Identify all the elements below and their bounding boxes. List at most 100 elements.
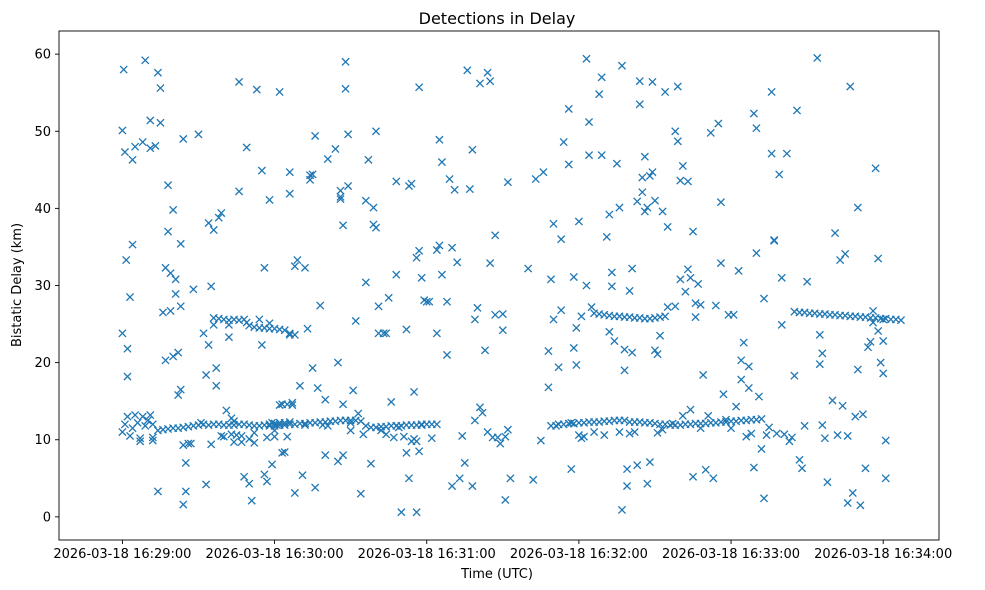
data-point: [153, 487, 162, 496]
data-point: [691, 313, 700, 322]
data-point: [207, 282, 216, 291]
data-point: [295, 381, 304, 390]
data-point: [229, 417, 239, 426]
data-point: [308, 170, 317, 179]
data-point: [311, 483, 320, 492]
data-point: [285, 168, 294, 177]
data-point: [470, 416, 479, 425]
data-point: [323, 154, 332, 164]
data-point: [529, 475, 538, 484]
data-point: [683, 265, 692, 274]
data-point: [120, 148, 129, 157]
data-point: [503, 425, 512, 434]
data-point: [699, 370, 708, 380]
data-point: [600, 431, 609, 440]
data-point: [437, 270, 446, 279]
data-point: [247, 496, 256, 505]
data-point: [625, 429, 634, 438]
data-point: [123, 372, 132, 381]
data-point: [770, 236, 779, 245]
data-point: [250, 428, 259, 437]
data-point: [361, 278, 370, 287]
data-point: [874, 254, 883, 263]
data-point: [265, 195, 274, 204]
data-point: [858, 410, 867, 419]
data-point: [212, 363, 221, 373]
data-point: [463, 66, 472, 75]
data-point: [199, 329, 208, 338]
data-point: [209, 225, 218, 235]
data-point: [143, 416, 152, 425]
data-point: [240, 472, 249, 481]
data-point: [321, 451, 330, 460]
y-axis: 0 10 20 30 40 50 60: [34, 48, 59, 525]
data-point: [377, 426, 386, 435]
data-point: [696, 300, 705, 309]
data-point: [316, 301, 325, 310]
data-point: [554, 363, 563, 372]
data-point: [290, 262, 299, 271]
data-point: [409, 387, 419, 396]
x-tick-label: 2026-03-18 16:34:00: [814, 547, 952, 562]
data-point: [270, 432, 279, 441]
data-point: [202, 480, 211, 489]
data-point: [719, 390, 728, 399]
data-point: [595, 90, 604, 99]
x-axis: 2026-03-18 16:29:00 2026-03-18 16:30:00 20…: [53, 540, 952, 562]
data-point: [415, 447, 424, 456]
data-point: [288, 398, 297, 407]
data-point: [382, 329, 391, 338]
data-point: [620, 345, 629, 354]
data-point: [313, 384, 322, 393]
data-point: [881, 436, 890, 445]
data-point: [567, 418, 576, 427]
data-point: [234, 77, 244, 86]
data-point: [224, 333, 233, 342]
data-point: [141, 56, 150, 65]
data-point: [212, 381, 221, 390]
data-point: [572, 323, 581, 332]
data-point: [498, 326, 507, 335]
data-point: [250, 438, 259, 447]
data-point: [483, 68, 492, 77]
data-point: [744, 384, 753, 393]
data-point: [869, 318, 878, 327]
data-point: [480, 346, 490, 355]
data-point: [156, 84, 165, 93]
data-point: [841, 249, 850, 258]
data-point: [866, 337, 875, 346]
data-point: [146, 144, 155, 153]
data-point: [759, 494, 769, 503]
y-tick-label: 40: [34, 202, 51, 217]
data-point: [721, 415, 731, 424]
data-point: [549, 315, 558, 324]
data-point: [607, 268, 616, 277]
data-point: [146, 411, 155, 420]
data-point: [607, 282, 616, 291]
data-point: [843, 498, 852, 508]
data-point: [217, 208, 226, 218]
data-point: [767, 149, 776, 158]
data-point: [214, 213, 223, 222]
data-point: [138, 137, 147, 147]
data-point: [242, 143, 251, 152]
data-point: [338, 221, 348, 230]
data-point: [146, 116, 155, 125]
data-point: [371, 127, 381, 136]
data-point: [853, 365, 862, 374]
data-point: [737, 375, 746, 384]
data-point: [605, 327, 614, 336]
data-point: [879, 369, 888, 378]
data-point: [293, 255, 302, 265]
data-point: [442, 350, 452, 359]
data-point: [820, 434, 829, 443]
data-point: [638, 188, 647, 197]
data-point: [704, 411, 713, 420]
data-point: [133, 418, 142, 427]
data-point: [392, 177, 401, 186]
data-point: [432, 329, 441, 338]
data-point: [655, 331, 665, 340]
data-point: [569, 343, 578, 353]
data-point: [701, 465, 710, 474]
